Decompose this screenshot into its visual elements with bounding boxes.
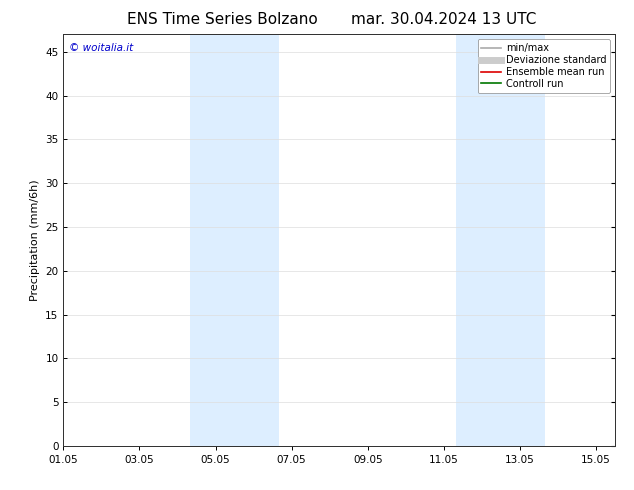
Text: ENS Time Series Bolzano: ENS Time Series Bolzano [127,12,317,27]
Bar [190,34,279,446]
Text: mar. 30.04.2024 13 UTC: mar. 30.04.2024 13 UTC [351,12,536,27]
Bar [456,34,545,446]
Legend: min/max, Deviazione standard, Ensemble mean run, Controll run: min/max, Deviazione standard, Ensemble m… [477,39,610,93]
Y-axis label: Precipitation (mm/6h): Precipitation (mm/6h) [30,179,40,301]
Text: © woitalia.it: © woitalia.it [69,43,133,52]
